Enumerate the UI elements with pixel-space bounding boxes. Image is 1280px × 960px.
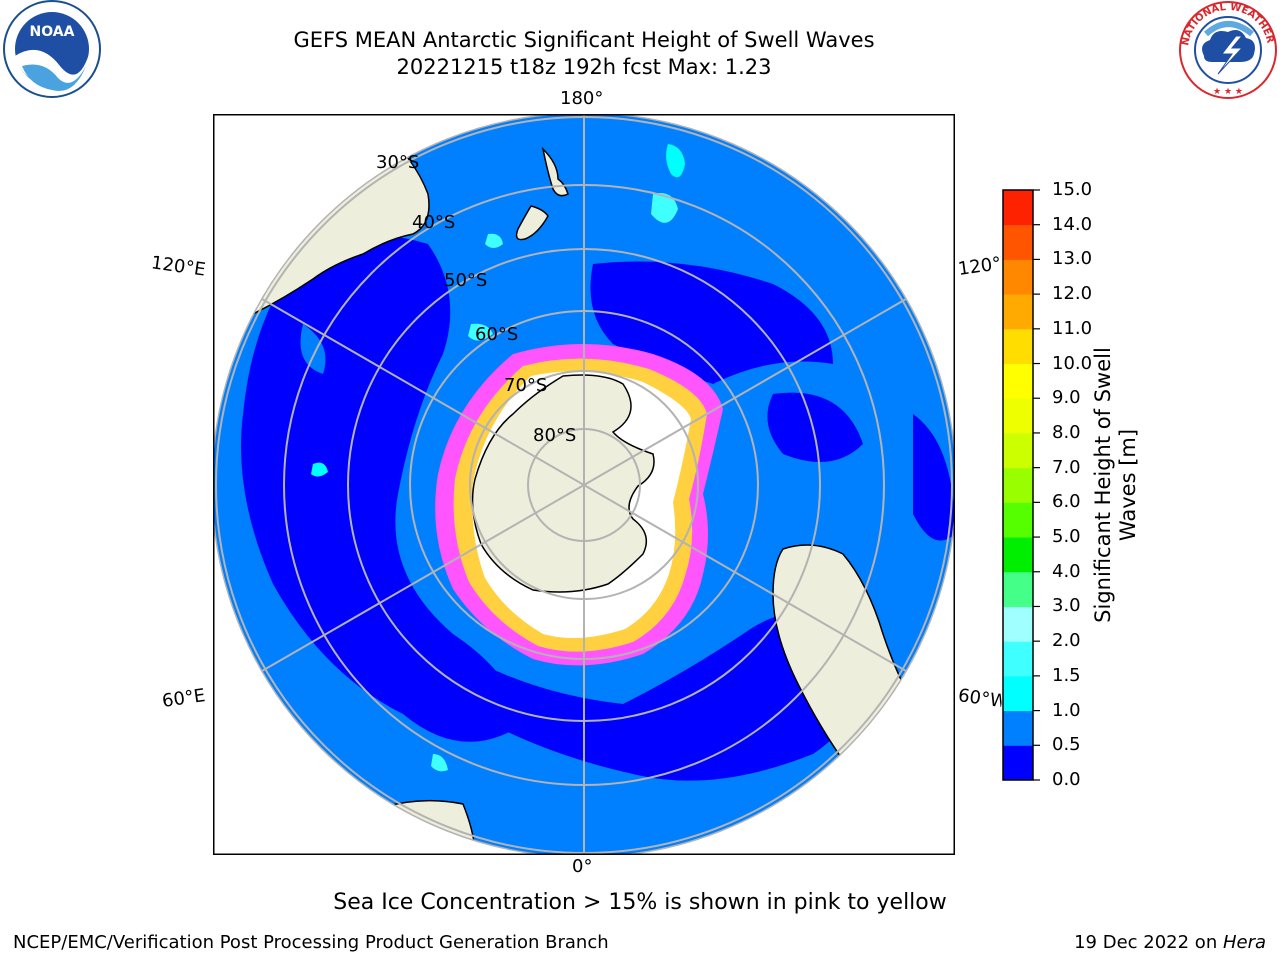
lon-label-60e: 60°E: [160, 685, 207, 712]
colorbar-tick-label: 13.0: [1052, 248, 1093, 270]
colorbar-tick-label: 0.0: [1052, 769, 1081, 790]
colorbar-segment: [1003, 259, 1033, 295]
colorbar-segment: [1003, 641, 1033, 677]
colorbar-tick-label: 12.0: [1052, 283, 1093, 305]
colorbar-tick-label: 5.0: [1052, 526, 1081, 548]
colorbar-tick-label: 7.0: [1052, 456, 1081, 478]
new-zealand: [515, 146, 569, 241]
lat-label-30s: 30°S: [376, 152, 420, 173]
colorbar-segment: [1003, 190, 1033, 226]
colorbar-tick-label: 1.5: [1052, 664, 1081, 686]
lat-label-50s: 50°S: [444, 270, 488, 291]
sea-ice-caption: Sea Ice Concentration > 15% is shown in …: [333, 890, 947, 915]
footer-date: 19 Dec 2022 on Hera: [1074, 932, 1266, 953]
colorbar-frame: [1002, 189, 1034, 781]
colorbar-tick-label: 0.5: [1052, 734, 1081, 756]
colorbar-tick-label: 2.0: [1052, 630, 1081, 652]
colorbar-title-line2: Waves [m]: [1116, 428, 1140, 542]
colorbar-tick-label: 11.0: [1052, 317, 1093, 339]
colorbar-segment: [1003, 224, 1033, 260]
footer-machine: Hera: [1222, 932, 1266, 953]
colorbar-segment: [1003, 363, 1033, 399]
nws-logo: NATIONAL WEATHER SERVICE ★ ★ ★: [1174, 0, 1278, 104]
colorbar-segment: [1003, 432, 1033, 469]
footer-date-text: 19 Dec 2022 on: [1074, 932, 1223, 953]
colorbar-segment: [1003, 710, 1033, 746]
swell-patch: [666, 144, 685, 178]
lon-label-120e: 120°E: [149, 252, 207, 281]
colorbar-segment: [1003, 571, 1033, 607]
svg-text:★ ★ ★: ★ ★ ★: [1213, 87, 1243, 97]
map-subtitle: 20221215 t18z 192h fcst Max: 1.23: [396, 55, 772, 79]
low-swell-region-north: [590, 261, 833, 384]
lat-label-60s: 60°S: [475, 324, 519, 345]
lon-label-120w: 120°W: [956, 253, 1004, 280]
map-frame: [213, 114, 955, 855]
colorbar-tick-label: 6.0: [1052, 491, 1081, 513]
lat-label-70s: 70°S: [504, 375, 548, 396]
noaa-logo: NOAA: [0, 0, 106, 104]
lon-label-180: 180°: [560, 88, 604, 109]
colorbar-segment: [1003, 398, 1033, 434]
colorbar-segment: [1003, 294, 1033, 330]
colorbar-segment: [1003, 502, 1033, 538]
colorbar-segment: [1003, 328, 1033, 365]
colorbar-segment: [1003, 675, 1033, 712]
map-title: GEFS MEAN Antarctic Significant Height o…: [293, 28, 875, 52]
antarctica: [471, 374, 655, 593]
footer-branch: NCEP/EMC/Verification Post Processing Pr…: [13, 932, 609, 953]
low-swell-region-south: [463, 613, 858, 781]
longitude-grid: [261, 114, 907, 855]
colorbar-tick-label: 10.0: [1052, 352, 1093, 374]
lon-label-0: 0°: [572, 856, 593, 877]
colorbar-tick-label: 8.0: [1052, 421, 1081, 443]
colorbar-segment: [1003, 537, 1033, 573]
colorbar-title: Significant Height of Swell Waves [m]: [1091, 285, 1141, 685]
colorbar-segment: [1003, 745, 1033, 781]
colorbar-tick-label: 14.0: [1052, 213, 1093, 235]
lat-label-40s: 40°S: [412, 212, 456, 233]
colorbar-tick-label: 9.0: [1052, 387, 1081, 409]
colorbar-tick-label: 1.0: [1052, 699, 1081, 721]
colorbar-title-line1: Significant Height of Swell: [1091, 347, 1115, 623]
lon-label-60w: 60°W: [956, 685, 1004, 712]
colorbar-tick-label: 3.0: [1052, 595, 1081, 617]
colorbar-tick-label: 4.0: [1052, 560, 1081, 582]
colorbar-segment: [1003, 606, 1033, 642]
colorbar: [1002, 188, 1048, 782]
colorbar-tick-label: 15.0: [1052, 179, 1093, 200]
polar-map: [213, 114, 955, 855]
lat-label-80s: 80°S: [533, 425, 577, 446]
noaa-logo-text: NOAA: [30, 24, 75, 40]
colorbar-segment: [1003, 467, 1033, 503]
